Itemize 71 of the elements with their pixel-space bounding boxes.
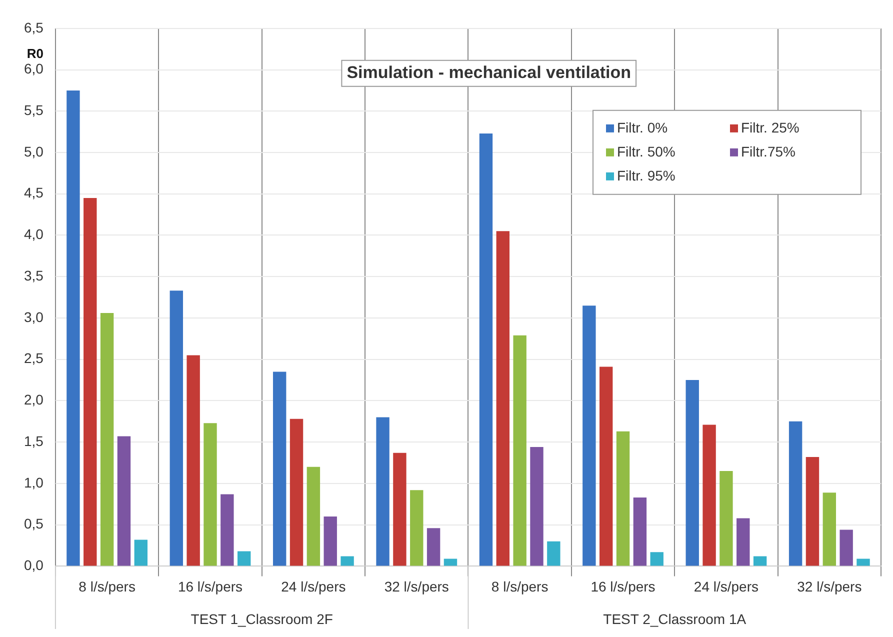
y-tick-label: 3,0 <box>24 308 44 325</box>
y-tick-label: 2,5 <box>24 350 44 366</box>
x-tick-label: 16 l/s/pers <box>590 578 656 594</box>
bar <box>582 306 596 566</box>
bar <box>530 447 544 566</box>
bar <box>170 290 184 566</box>
bar <box>376 417 390 566</box>
bar <box>134 540 148 566</box>
bar <box>290 418 304 566</box>
x-tick-label: 24 l/s/pers <box>694 578 759 594</box>
bar <box>736 518 750 566</box>
bar <box>479 133 493 566</box>
x-tick-label: 8 l/s/pers <box>491 578 548 594</box>
bar <box>204 423 217 566</box>
bar <box>856 558 870 566</box>
legend-label: Filtr. 95% <box>617 167 676 184</box>
bar <box>220 494 234 566</box>
bar <box>547 541 560 566</box>
x-tick-label: 24 l/s/pers <box>281 578 346 594</box>
y-tick-label: 1,0 <box>24 474 44 490</box>
y-tick-label: 5,5 <box>24 102 44 118</box>
bar <box>444 558 458 566</box>
bar <box>616 431 630 566</box>
bar <box>340 556 354 566</box>
bar <box>410 490 424 566</box>
bar <box>720 471 733 566</box>
bar <box>272 372 286 566</box>
y-tick-label: 0,5 <box>24 516 44 532</box>
bar <box>650 552 664 566</box>
y-tick-label: 1,5 <box>24 432 44 449</box>
bar <box>496 231 510 566</box>
bar <box>84 198 97 566</box>
text: TEST 2_Classroom 1A <box>603 611 747 628</box>
bar <box>686 380 699 566</box>
bar <box>702 424 716 566</box>
y-axis-title: R0 <box>26 46 44 61</box>
bar <box>513 335 526 566</box>
legend-label: Filtr. 25% <box>741 119 800 136</box>
legend-label: Filtr. 0% <box>617 119 668 136</box>
bar <box>100 313 114 566</box>
y-tick-label: 4,0 <box>24 226 44 242</box>
legend-label: Filtr.75% <box>741 143 796 160</box>
y-tick-label: 6,5 <box>24 19 44 36</box>
bar <box>306 466 320 566</box>
y-tick-label: 5,0 <box>24 143 44 160</box>
y-tick-label: 3,5 <box>24 267 44 284</box>
bar <box>806 456 820 566</box>
x-tick-label: 32 l/s/pers <box>797 578 862 594</box>
legend-label: Filtr. 50% <box>617 143 676 160</box>
bar <box>788 421 802 566</box>
bar <box>822 492 836 566</box>
y-tick-label: 2,0 <box>24 392 44 408</box>
bar <box>840 530 853 566</box>
x-tick-label: 16 l/s/pers <box>178 578 243 594</box>
bar <box>324 516 337 566</box>
y-tick-label: 0,0 <box>24 557 44 574</box>
bar <box>599 366 613 566</box>
y-tick-label: 6,0 <box>24 60 44 77</box>
text: Simulation - mechanical ventilation <box>346 63 632 82</box>
bar <box>186 355 200 566</box>
bar <box>117 436 131 566</box>
text: TEST 1_Classroom 2F <box>190 611 333 628</box>
bar <box>633 498 647 566</box>
bar <box>426 528 440 566</box>
bar <box>393 452 406 566</box>
bar <box>753 556 767 566</box>
x-tick-label: 8 l/s/pers <box>78 578 136 594</box>
bar <box>237 551 251 566</box>
x-tick-label: 32 l/s/pers <box>384 578 449 594</box>
y-tick-label: 4,5 <box>24 184 44 201</box>
bar <box>66 90 80 566</box>
